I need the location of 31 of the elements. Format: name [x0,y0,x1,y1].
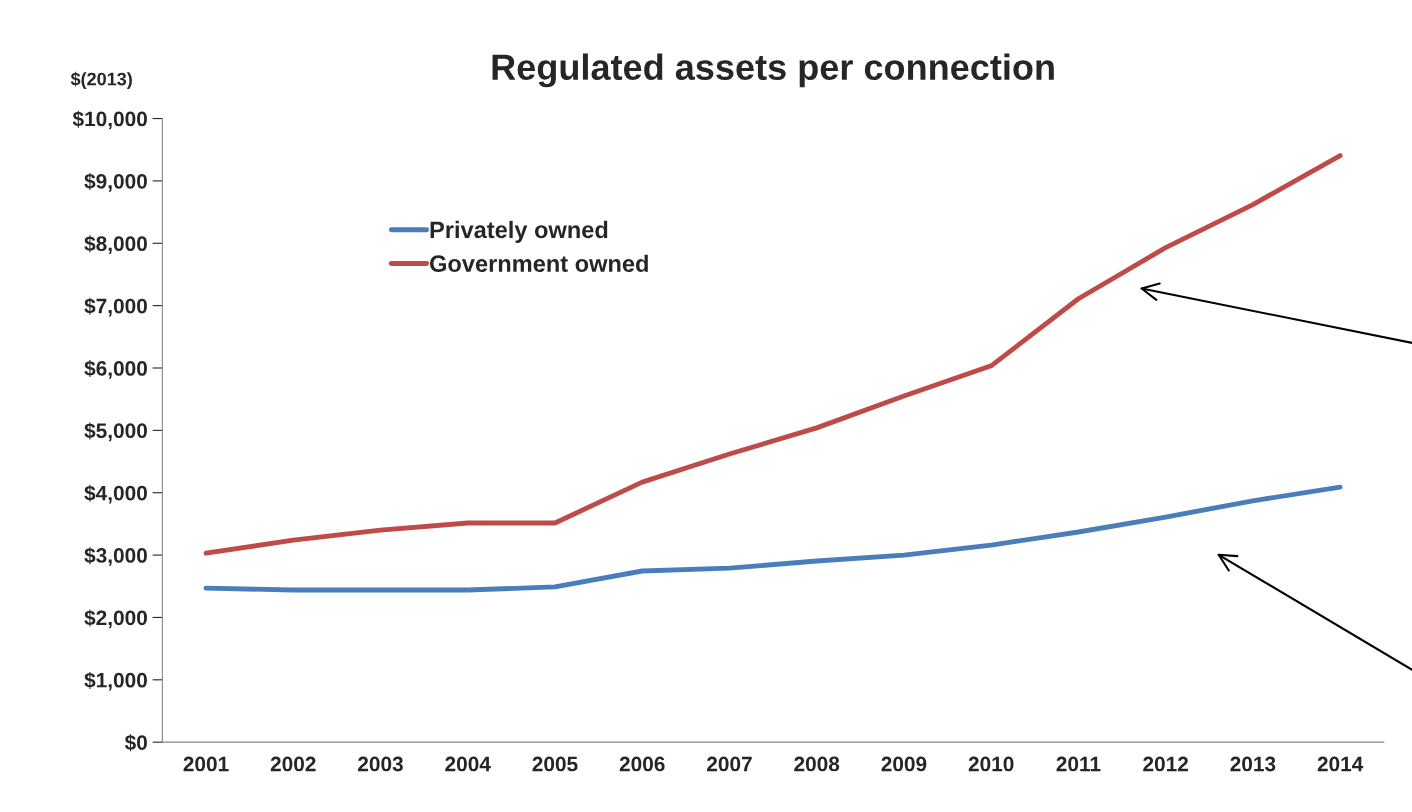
x-tick-label: 2003 [358,756,403,772]
x-tick-label: 2005 [532,756,578,772]
x-tick-label: 2013 [1230,756,1276,772]
y-tick-label: $1,000 [84,671,147,691]
y-tick-label: $0 [124,734,147,752]
x-tick-label: 2010 [968,756,1014,772]
y-tick-label: $8,000 [84,235,147,255]
x-tick-label: 2012 [1143,756,1188,772]
y-tick-label: $7,000 [84,297,147,317]
y-tick-label: $6,000 [84,360,147,379]
y-tick-label: $10,000 [72,110,147,130]
y-tick-label: $4,000 [84,484,147,504]
x-tick-label: 2009 [881,756,927,772]
line-series [203,153,1343,556]
y-tick-label: $9,000 [84,173,147,192]
y-tick-label: $5,000 [84,422,147,442]
legend-label: Government owned [430,254,648,273]
y-axis-title: $(2013) [70,71,132,90]
legend-label: Privately owned [430,220,608,243]
chart-title: Regulated assets per connection [492,53,1054,88]
x-tick-label: 2007 [707,756,752,772]
x-tick-label: 2006 [619,756,665,772]
line-series [203,484,1343,593]
x-tick-label: 2014 [1317,756,1364,772]
y-tick-label: $2,000 [84,609,147,629]
x-tick-label: 2004 [445,756,491,772]
y-tick-label: $3,000 [84,547,147,566]
x-tick-label: 2001 [183,756,229,772]
x-tick-label: 2002 [270,756,316,772]
x-tick-label: 2011 [1056,756,1101,772]
x-tick-label: 2008 [794,756,840,772]
